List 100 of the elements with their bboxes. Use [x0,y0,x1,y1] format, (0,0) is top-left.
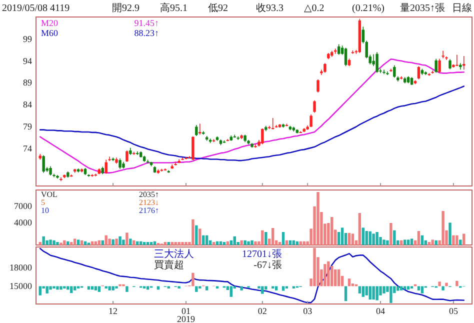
text: M20 [41,18,58,28]
bar [264,232,268,245]
bar [438,282,441,286]
bar [396,286,400,291]
bar [132,240,136,245]
bar [60,286,62,290]
bar [362,286,365,297]
bar [462,234,466,245]
bar [382,240,386,245]
text: 日線 [452,3,472,14]
line-series [39,248,465,304]
bar [274,286,278,290]
bar [313,248,316,286]
candlestick [417,66,420,80]
bar [212,242,216,245]
bar [195,286,198,292]
text: 高95.1 [160,2,188,14]
candlestick [442,50,444,59]
text: △0.2 [304,3,324,14]
bar [202,235,205,245]
bar [164,242,167,245]
bar [302,241,306,245]
bar [278,242,282,245]
text: (0.21%) [352,3,384,14]
bar [393,230,396,245]
bar [250,240,254,245]
candlestick [438,58,441,74]
bar [126,232,128,245]
bar [365,231,368,245]
bar [205,235,208,245]
bar [170,242,174,245]
x-tick-label: 12 [108,306,118,316]
candlestick [448,58,452,70]
bar [38,286,42,296]
bar [372,286,375,300]
bar [390,286,392,303]
bar [52,240,56,245]
bar [122,240,125,245]
bar [368,286,372,300]
bar [445,282,448,286]
bar [330,217,334,245]
bar [240,240,243,245]
bar [118,236,122,245]
bar [49,286,52,290]
bar [456,235,458,245]
candlestick [376,52,378,74]
bar [167,242,170,245]
bar [261,230,264,245]
bar [390,223,392,245]
candlestick [118,158,122,170]
bar [406,286,410,290]
candlestick [236,136,240,140]
candlestick [60,176,62,182]
y-tick-label: 94 [23,56,32,66]
candlestick [386,71,389,76]
y-tick-label: 74 [23,144,32,154]
y-tick-label: 7000 [14,200,32,211]
candlestick [254,144,257,148]
bar [448,222,452,245]
bar [192,219,194,245]
candlestick [434,58,438,74]
bar [146,242,150,245]
chart-title: 2019/05/08 4119 [2,3,70,14]
bar [146,286,150,290]
bar [337,269,340,286]
bar [459,240,462,245]
bar [365,286,368,296]
bar [362,228,365,245]
bar [372,234,375,245]
bar [282,286,285,291]
annotation: VOL [41,190,58,199]
candlestick [324,62,326,74]
bar [400,286,403,290]
annotation: 12701↓張 [242,249,282,260]
y-tick-label: 15000 [10,280,32,291]
text: 低92 [208,3,228,14]
bar [434,240,438,245]
line-series [39,58,465,174]
bar [129,238,132,245]
candlestick [198,123,202,136]
bar [74,286,76,290]
bar [344,286,348,302]
bar [244,240,246,245]
bar [46,240,48,245]
y-tick-label: 79 [23,122,32,132]
annotation: -67↓張 [254,260,282,271]
line-series [39,86,465,162]
y-tick-label: 84 [23,100,32,110]
bar [205,286,208,290]
y-tick-label: 89 [23,78,32,88]
text: 收93.3 [256,3,284,14]
bar [348,278,351,286]
candlestick [136,150,139,156]
candlestick [42,154,45,174]
x-tick-label: 03 [303,306,313,316]
bar [442,211,444,245]
annotation: 2123↓ [139,198,159,207]
bar [330,266,334,286]
candlestick [174,161,177,166]
bar [49,240,52,245]
